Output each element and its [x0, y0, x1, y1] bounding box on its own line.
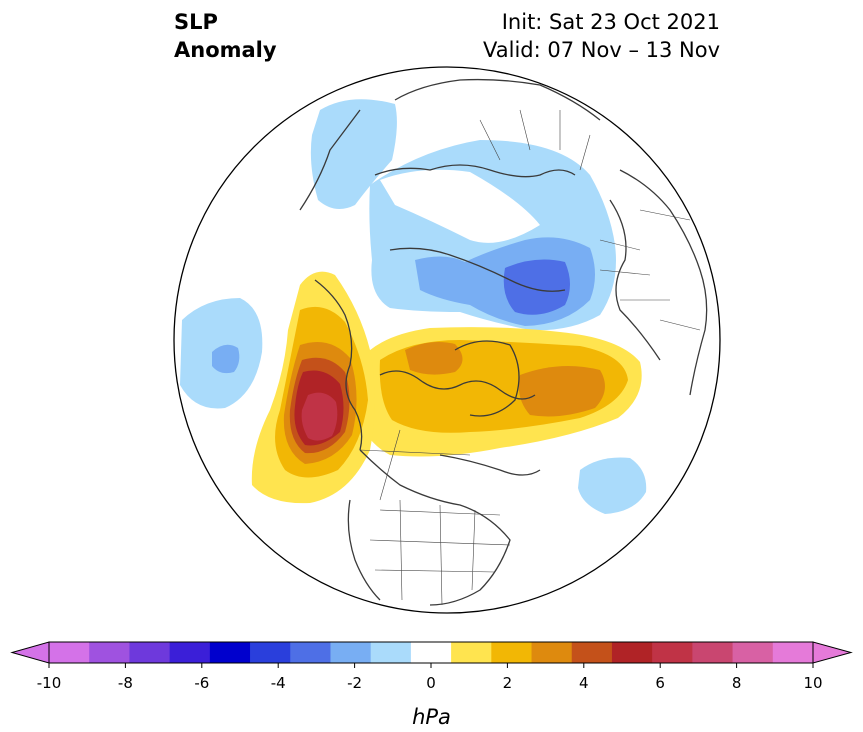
- colorbar-box: [652, 642, 693, 663]
- colorbar-tick-label: 8: [731, 674, 742, 692]
- negative-anomaly-eurasia: [310, 99, 616, 331]
- colorbar-box: [611, 642, 653, 663]
- colorbar-tick-label: -8: [117, 674, 133, 692]
- polar-map: [173, 66, 721, 614]
- coastlines: [299, 78, 708, 606]
- colorbar-box: [491, 642, 533, 663]
- colorbar-tick-label: 6: [655, 674, 665, 692]
- colorbar-box: [410, 642, 452, 663]
- colorbar-box: [692, 642, 734, 663]
- colorbar-tick-label: -4: [270, 674, 286, 692]
- colorbar: [10, 641, 853, 668]
- colorbar-tick-label: -10: [36, 674, 62, 692]
- colorbar-tick-label: 0: [426, 674, 436, 692]
- colorbar-box: [169, 642, 211, 663]
- colorbar-tick-label: -2: [347, 674, 363, 692]
- title-line-1: SLP: [174, 10, 218, 34]
- positive-anomaly-arctic: [358, 327, 642, 457]
- colorbar-box: [571, 642, 613, 663]
- colorbar-box: [290, 642, 331, 663]
- title-line-2: Anomaly: [174, 38, 277, 62]
- colorbar-box: [772, 642, 814, 663]
- date-info: Init: Sat 23 Oct 2021 Valid: 07 Nov – 13…: [483, 8, 720, 64]
- colorbar-ticks: [48, 663, 814, 668]
- colorbar-tick-label: 10: [803, 674, 823, 692]
- negative-anomaly-atlantic: [578, 457, 647, 514]
- colorbar-boxes: [49, 642, 814, 663]
- valid-range: Valid: 07 Nov – 13 Nov: [483, 38, 720, 62]
- negative-anomaly-pacific: [180, 298, 263, 409]
- colorbar-box: [330, 642, 372, 663]
- colorbar-tick-label: 2: [502, 674, 513, 692]
- colorbar-box: [732, 642, 774, 663]
- colorbar-box: [209, 642, 251, 663]
- colorbar-tick-label: 4: [579, 674, 589, 692]
- colorbar-box: [451, 642, 492, 663]
- colorbar-over-arrow: [812, 641, 853, 664]
- colorbar-box: [129, 642, 171, 663]
- colorbar-box: [250, 642, 291, 663]
- positive-anomaly-bering: [251, 271, 375, 504]
- colorbar-box: [531, 642, 573, 663]
- colorbar-tick-label: -6: [194, 674, 210, 692]
- globe-outline: [173, 66, 721, 614]
- colorbar-box: [370, 642, 412, 663]
- map-title: SLP Anomaly: [174, 8, 277, 64]
- colorbar-box: [89, 642, 130, 663]
- colorbar-under-arrow: [10, 641, 50, 664]
- colorbar-unit-label: hPa: [412, 705, 451, 729]
- init-date: Init: Sat 23 Oct 2021: [501, 10, 720, 34]
- borders: [359, 109, 701, 606]
- colorbar-box: [49, 642, 90, 663]
